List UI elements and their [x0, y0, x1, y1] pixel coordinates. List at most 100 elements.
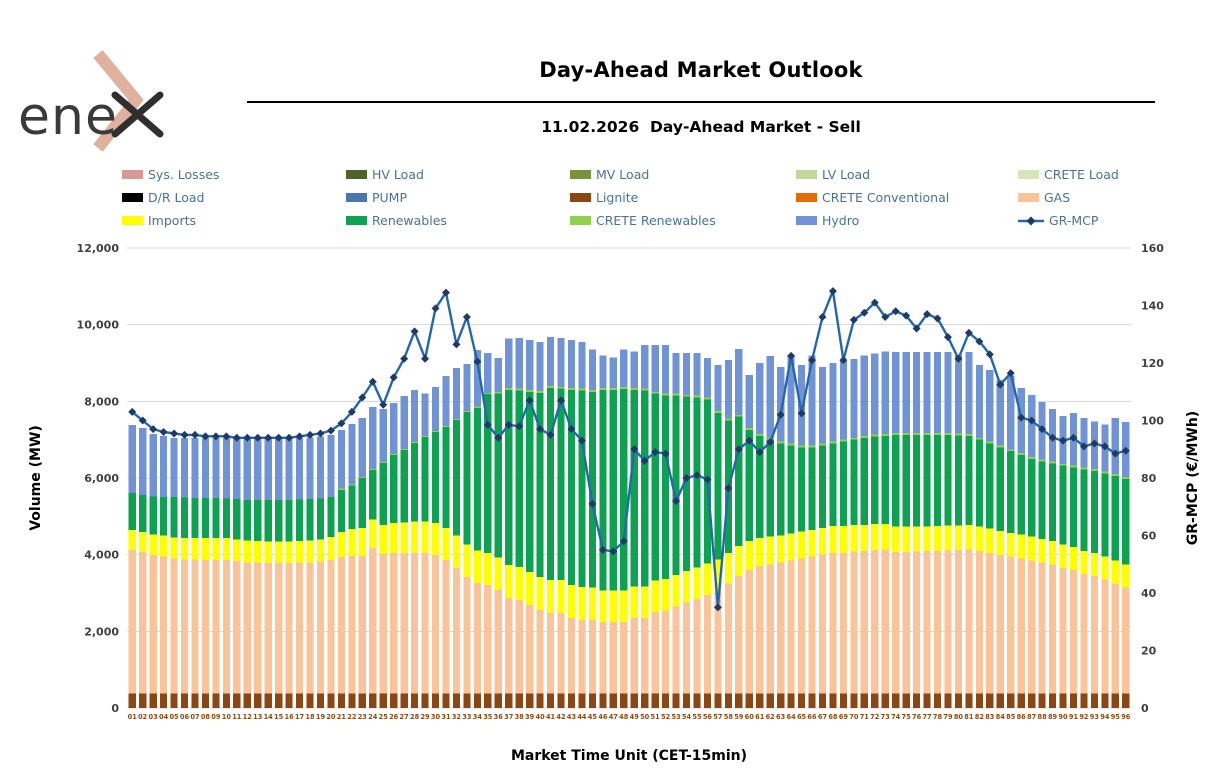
bar-segment-hydro [630, 351, 638, 388]
x-tick-label: 87 [1027, 713, 1037, 721]
bar-segment-hydro [264, 437, 272, 500]
gr-mcp-marker [1069, 433, 1078, 442]
bar-segment-gas [505, 597, 513, 694]
bar-segment-imports [1080, 550, 1088, 574]
bar-segment-hydro [452, 367, 461, 419]
gr-mcp-marker [1038, 425, 1047, 434]
x-tick-label: 60 [745, 713, 755, 721]
bar-segment-gas [745, 570, 753, 694]
bar-segment-gas [1017, 558, 1025, 694]
bar-segment-imports [756, 537, 764, 567]
bar-segment-gas [180, 559, 189, 694]
bar-segment-crete-renewables [557, 386, 565, 389]
bar-segment-lignite [1122, 693, 1130, 708]
bar-segment-imports [651, 580, 659, 613]
bar-segment-gas [902, 551, 910, 694]
gr-mcp-marker [881, 313, 890, 321]
bar-segment-imports [390, 523, 398, 554]
bar-segment-imports [567, 584, 576, 618]
bar-segment-gas [337, 556, 345, 694]
bar-segment-imports [557, 579, 565, 613]
bar-segment-gas [965, 549, 973, 694]
bar-segment-imports [745, 540, 753, 570]
bar-segment-gas [944, 550, 952, 694]
bar-segment-lignite [954, 693, 963, 708]
x-tick-label: 41 [546, 713, 556, 721]
bar-segment-gas [724, 583, 732, 694]
gr-mcp-marker [232, 433, 241, 442]
bar-segment-imports [954, 525, 963, 551]
gr-mcp-marker [985, 350, 994, 359]
gr-mcp-marker [577, 436, 586, 445]
x-tick-label: 63 [776, 713, 786, 721]
gr-mcp-marker [619, 537, 628, 546]
gr-mcp-marker [494, 433, 503, 442]
bar-segment-gas [275, 563, 283, 694]
bar-segment-imports [484, 552, 492, 585]
gr-mcp-marker [964, 328, 973, 337]
bar-segment-lignite [452, 693, 461, 708]
bar-segment-hydro [965, 351, 973, 434]
bar-segment-lignite [369, 693, 377, 708]
bar-segment-crete-renewables [463, 410, 471, 413]
bar-segment-renewables [222, 498, 230, 539]
bar-segment-hydro [599, 355, 607, 388]
bar-segment-renewables [557, 388, 565, 580]
bar-segment-gas [693, 598, 701, 694]
legend-item-crete-conventional: CRETE Conventional [796, 190, 1018, 205]
x-tick-label: 17 [295, 713, 305, 721]
bar-segment-gas [243, 562, 251, 694]
x-tick-label: 94 [1100, 713, 1110, 721]
x-tick-label: 89 [1048, 713, 1058, 721]
legend-item-sys-losses: Sys. Losses [122, 167, 346, 182]
bar-segment-crete-renewables [1007, 449, 1015, 452]
bar-segment-crete-renewables [839, 439, 847, 442]
bar-segment-hydro [662, 344, 670, 394]
bar-segment-renewables [452, 420, 461, 536]
bar-segment-crete-renewables [442, 425, 450, 428]
bar-segment-gas [526, 604, 534, 694]
bar-segment-gas [609, 621, 617, 694]
x-tick-label: 67 [818, 713, 828, 721]
legend-label: Renewables [372, 213, 447, 228]
legend-item-gas: GAS [1018, 190, 1188, 205]
bar-segment-imports [1111, 560, 1119, 584]
bar-segment-hydro [839, 361, 847, 440]
bar-segment-lignite [505, 693, 513, 708]
bar-segment-imports [1090, 552, 1098, 576]
bar-segment-gas [588, 619, 596, 694]
bar-segment-hydro [860, 355, 868, 436]
bar-segment-imports [233, 539, 241, 562]
bar-segment-gas [787, 560, 795, 694]
bar-segment-renewables [996, 447, 1004, 531]
bar-segment-hydro [609, 357, 617, 388]
bar-segment-lignite [358, 693, 366, 708]
bar-segment-crete-renewables [588, 389, 596, 392]
x-tick-label: 39 [525, 713, 535, 721]
bar-segment-crete-renewables [505, 387, 513, 390]
bar-segment-crete-renewables [745, 428, 753, 431]
bar-segment-lignite [808, 693, 816, 708]
bar-segment-hydro [975, 364, 983, 438]
legend-item-crete-load: CRETE Load [1018, 167, 1188, 182]
x-tick-label: 27 [400, 713, 410, 721]
bar-segment-renewables [735, 416, 743, 546]
bar-segment-renewables [1080, 469, 1088, 551]
bar-segment-imports [546, 579, 555, 613]
gr-mcp-marker [776, 410, 785, 419]
y-tick-label-right: 40 [1141, 587, 1157, 600]
legend-swatch [570, 193, 591, 202]
gr-mcp-marker [1027, 416, 1036, 425]
bar-segment-lignite [1069, 693, 1078, 708]
bar-segment-renewables [411, 443, 419, 522]
bar-segment-crete-renewables [1122, 476, 1130, 479]
bar-segment-gas [201, 560, 210, 694]
x-tick-label: 51 [651, 713, 661, 721]
x-tick-label: 91 [1069, 713, 1079, 721]
bar-segment-gas [620, 621, 628, 694]
gr-mcp-marker [347, 407, 356, 416]
bar-segment-hydro [703, 358, 712, 398]
bar-segment-imports [201, 538, 210, 561]
x-tick-label: 54 [682, 713, 692, 721]
x-tick-label: 65 [797, 713, 807, 721]
